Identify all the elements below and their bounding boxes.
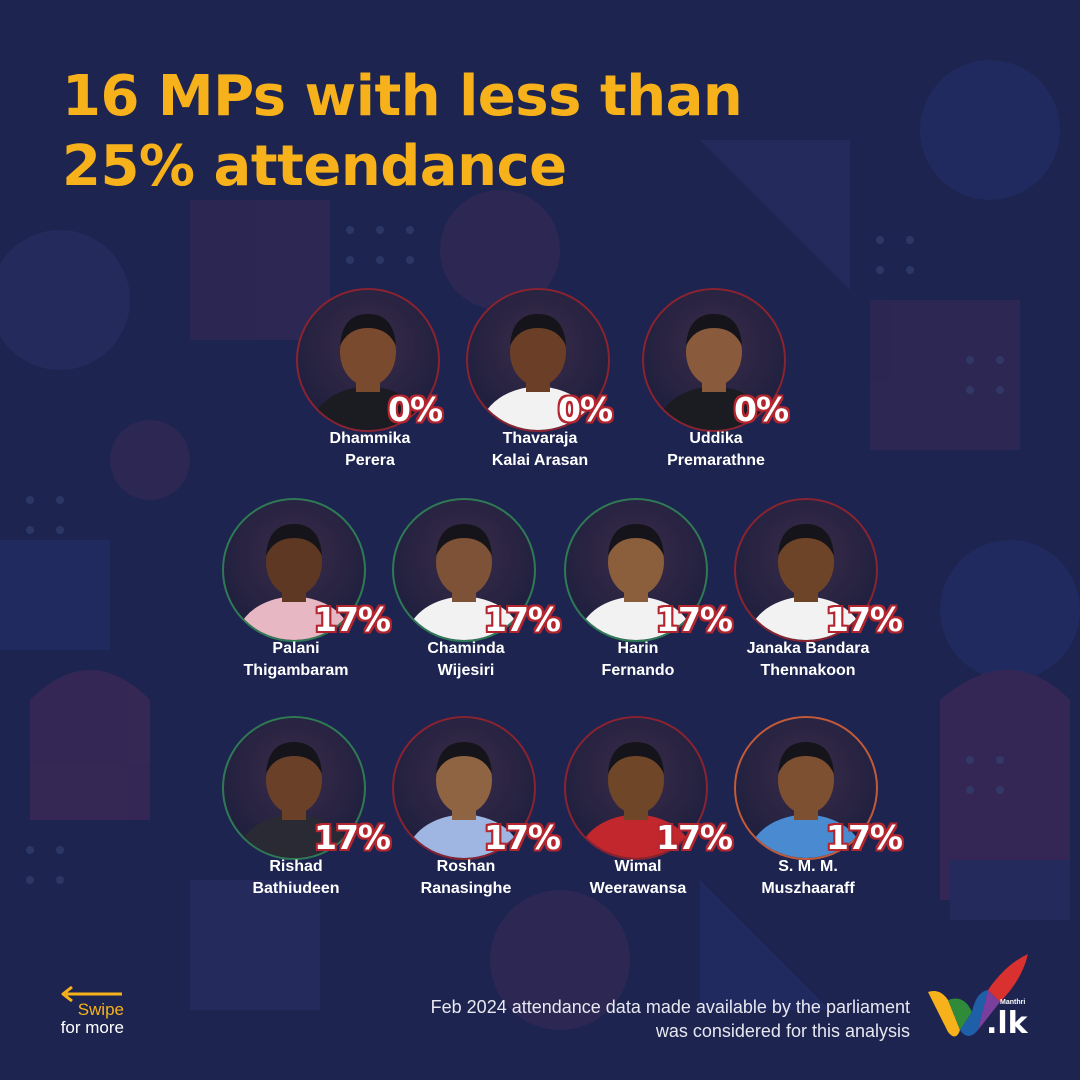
mp-card: 17% Palani Thigambaram bbox=[222, 498, 391, 698]
mp-name: S. M. M. Muszhaaraff bbox=[704, 856, 912, 900]
mp-name-line-2: Fernando bbox=[601, 662, 675, 679]
mp-name-line-1: Chaminda bbox=[427, 640, 505, 657]
mp-name: Chaminda Wijesiri bbox=[362, 638, 570, 682]
data-source-note: Feb 2024 attendance data made available … bbox=[330, 995, 910, 1043]
portrait-image bbox=[478, 314, 598, 430]
mp-name-line-2: Ranasinghe bbox=[420, 880, 512, 897]
mp-card: 0% Dhammika Perera bbox=[296, 288, 446, 488]
attendance-percent: 17% bbox=[484, 818, 561, 857]
mp-name-line-2: Kalai Arasan bbox=[491, 452, 589, 469]
mp-name-line-2: Wijesiri bbox=[437, 662, 495, 679]
mp-name-line-2: Bathiudeen bbox=[252, 880, 340, 897]
mp-card: 17% Wimal Weerawansa bbox=[564, 716, 733, 916]
mp-name: Thavaraja Kalai Arasan bbox=[436, 428, 644, 472]
portrait-image bbox=[404, 742, 524, 858]
mp-photo bbox=[296, 288, 440, 432]
mp-name-line-2: Weerawansa bbox=[589, 880, 687, 897]
mp-name-line-1: Palani bbox=[272, 640, 320, 657]
mp-card: 17% Rishad Bathiudeen bbox=[222, 716, 391, 916]
mp-name: Palani Thigambaram bbox=[192, 638, 400, 682]
mp-card: 17% S. M. M. Muszhaaraff bbox=[734, 716, 903, 916]
mp-card: 17% Roshan Ranasinghe bbox=[392, 716, 561, 916]
mp-name-line-2: Premarathne bbox=[667, 452, 765, 469]
mp-photo bbox=[734, 716, 878, 860]
portrait-image bbox=[576, 742, 696, 858]
mp-photo bbox=[564, 716, 708, 860]
mp-name: Janaka Bandara Thennakoon bbox=[704, 638, 912, 682]
mp-card: 17% Janaka Bandara Thennakoon bbox=[734, 498, 903, 698]
mp-name: Wimal Weerawansa bbox=[534, 856, 742, 900]
attendance-percent: 17% bbox=[826, 818, 903, 857]
mp-photo bbox=[734, 498, 878, 642]
mp-card: 0% Uddika Premarathne bbox=[642, 288, 792, 488]
mp-name-line-1: S. M. M. bbox=[778, 858, 838, 875]
swipe-sublabel: for more bbox=[60, 1018, 124, 1037]
mp-name: Rishad Bathiudeen bbox=[192, 856, 400, 900]
mp-name-line-2: Thigambaram bbox=[243, 662, 349, 679]
portrait-image bbox=[576, 524, 696, 640]
attendance-percent: 0% bbox=[558, 390, 613, 429]
portrait-image bbox=[746, 524, 866, 640]
mp-photo bbox=[392, 716, 536, 860]
logo-text: .lk bbox=[986, 1006, 1028, 1041]
mp-name-line-2: Thennakoon bbox=[760, 662, 856, 679]
mp-photo bbox=[466, 288, 610, 432]
portrait-image bbox=[404, 524, 524, 640]
attendance-percent: 17% bbox=[314, 818, 391, 857]
mp-name: Uddika Premarathne bbox=[612, 428, 820, 472]
portrait-image bbox=[308, 314, 428, 430]
mp-name-line-1: Dhammika bbox=[329, 430, 411, 447]
attendance-percent: 17% bbox=[826, 600, 903, 639]
portrait-image bbox=[234, 524, 354, 640]
mp-name-line-1: Uddika bbox=[689, 430, 743, 447]
mp-name-line-1: Thavaraja bbox=[502, 430, 578, 447]
logo-small-text: Manthri bbox=[1000, 999, 1026, 1006]
portrait-image bbox=[746, 742, 866, 858]
portrait-image bbox=[234, 742, 354, 858]
page-title: 16 MPs with less than 25% attendance bbox=[62, 64, 743, 199]
mp-card: 17% Chaminda Wijesiri bbox=[392, 498, 561, 698]
arrow-left-icon bbox=[61, 986, 122, 1002]
footnote-line-1: Feb 2024 attendance data made available … bbox=[430, 997, 910, 1017]
swipe-label: Swipe bbox=[77, 1000, 124, 1019]
mp-name-line-1: Roshan bbox=[436, 858, 496, 875]
attendance-percent: 17% bbox=[656, 818, 733, 857]
attendance-percent: 17% bbox=[656, 600, 733, 639]
mp-photo bbox=[392, 498, 536, 642]
attendance-percent: 0% bbox=[734, 390, 789, 429]
portrait-image bbox=[654, 314, 774, 430]
mp-name-line-1: Rishad bbox=[269, 858, 323, 875]
mp-name-line-1: Wimal bbox=[614, 858, 662, 875]
attendance-percent: 0% bbox=[388, 390, 443, 429]
mp-name-line-1: Harin bbox=[617, 640, 659, 657]
mp-photo bbox=[222, 498, 366, 642]
mp-name: Dhammika Perera bbox=[266, 428, 474, 472]
manthri-logo-icon bbox=[928, 954, 1028, 1037]
attendance-percent: 17% bbox=[314, 600, 391, 639]
mp-name: Roshan Ranasinghe bbox=[362, 856, 570, 900]
mp-photo bbox=[564, 498, 708, 642]
mp-name-line-1: Janaka Bandara bbox=[746, 640, 870, 657]
mp-photo bbox=[642, 288, 786, 432]
mp-card: 0% Thavaraja Kalai Arasan bbox=[466, 288, 616, 488]
mp-name-line-2: Muszhaaraff bbox=[761, 880, 855, 897]
mp-name: Harin Fernando bbox=[534, 638, 742, 682]
mp-photo bbox=[222, 716, 366, 860]
mp-card: 17% Harin Fernando bbox=[564, 498, 733, 698]
footnote-line-2: was considered for this analysis bbox=[655, 1021, 910, 1041]
attendance-percent: 17% bbox=[484, 600, 561, 639]
mp-name-line-2: Perera bbox=[345, 452, 395, 469]
